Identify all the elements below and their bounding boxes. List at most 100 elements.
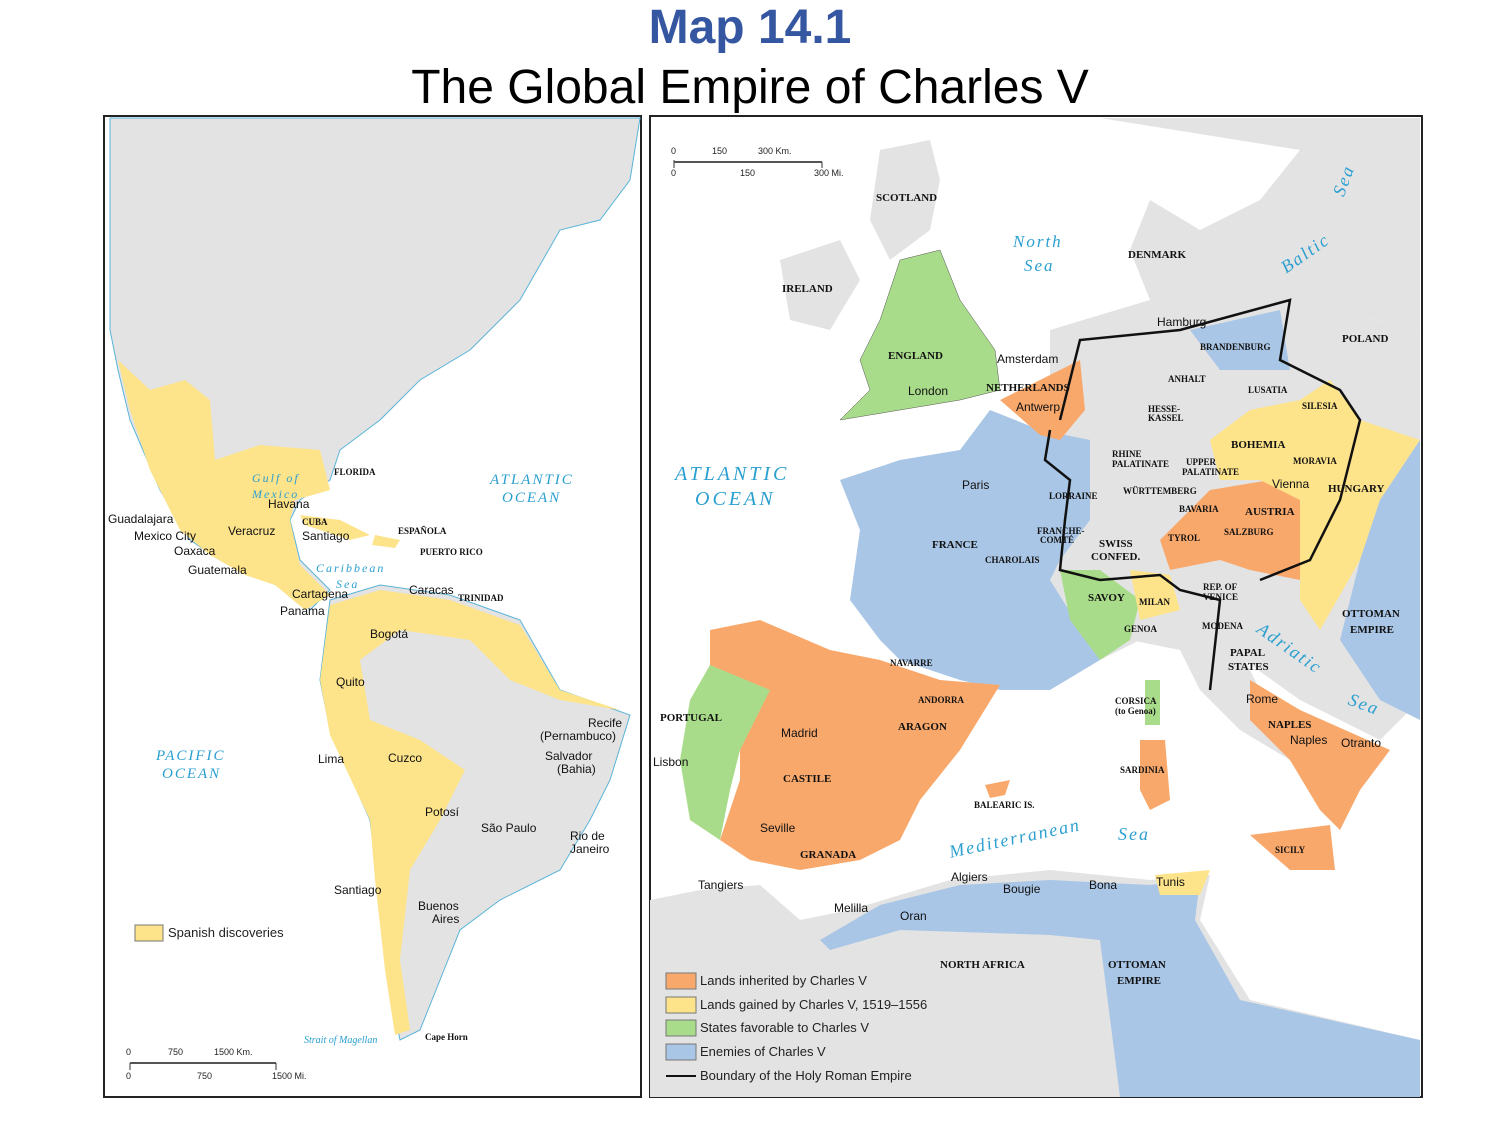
brandenburg bbox=[1190, 310, 1290, 370]
place-label: Recife bbox=[588, 716, 623, 730]
place-label: Cape Horn bbox=[425, 1032, 468, 1042]
place-label: Madrid bbox=[781, 726, 818, 740]
scale-label: 1500 Mi. bbox=[272, 1071, 307, 1081]
scale-label: 0 bbox=[126, 1047, 132, 1057]
scale-label: 150 bbox=[712, 146, 728, 156]
water-label: PACIFIC bbox=[156, 748, 226, 764]
place-label: Vienna bbox=[1272, 477, 1310, 491]
france bbox=[840, 410, 1100, 690]
sicily bbox=[1250, 825, 1335, 870]
place-label: São Paulo bbox=[481, 821, 537, 835]
map-number-title: Map 14.1 bbox=[648, 1, 852, 54]
scale-label: 0 bbox=[671, 168, 677, 178]
caribbean-islands bbox=[300, 515, 400, 548]
place-label: Oran bbox=[900, 909, 927, 923]
place-label: PALATINATE bbox=[1112, 459, 1170, 469]
savoy-genoa bbox=[1060, 570, 1140, 660]
place-label: Algiers bbox=[951, 870, 988, 884]
place-label: UPPER bbox=[1186, 457, 1216, 467]
iberia bbox=[710, 620, 1000, 870]
ottoman-africa bbox=[820, 880, 1420, 1097]
place-label: Janeiro bbox=[570, 842, 610, 856]
milan bbox=[1130, 570, 1180, 620]
place-label: AUSTRIA bbox=[1245, 506, 1295, 518]
place-label: EMPIRE bbox=[1117, 975, 1161, 987]
water-label: OCEAN bbox=[162, 766, 222, 782]
netherlands bbox=[1000, 360, 1085, 440]
hre-boundary bbox=[1043, 298, 1362, 691]
place-label: Bougie bbox=[1003, 882, 1041, 896]
water-label: Strait of Magellan bbox=[304, 1035, 378, 1046]
place-label: EMPIRE bbox=[1350, 624, 1394, 636]
place-label: NAPLES bbox=[1268, 719, 1312, 731]
water-label: Sea bbox=[1024, 256, 1055, 275]
place-label: Lima bbox=[318, 752, 345, 766]
legend-item-enemies: Enemies of Charles V bbox=[700, 1044, 826, 1059]
place-label: LUSATIA bbox=[1248, 385, 1288, 395]
place-label: Potosí bbox=[425, 805, 460, 819]
place-label: CONFED. bbox=[1091, 551, 1141, 563]
place-label: SWISS bbox=[1099, 538, 1133, 550]
place-label: OTTOMAN bbox=[1342, 608, 1400, 620]
map-title: The Global Empire of Charles V bbox=[411, 61, 1089, 114]
place-label: NETHERLANDS bbox=[986, 382, 1070, 394]
place-label: SICILY bbox=[1275, 845, 1306, 855]
place-label: London bbox=[908, 384, 949, 398]
place-label: Amsterdam bbox=[997, 352, 1059, 366]
place-label: (to Genoa) bbox=[1115, 706, 1156, 716]
scale-label: 150 bbox=[740, 168, 756, 178]
place-label: IRELAND bbox=[782, 283, 833, 295]
place-label: LORRAINE bbox=[1049, 491, 1098, 501]
place-label: Bona bbox=[1089, 878, 1118, 892]
place-label: Otranto bbox=[1341, 736, 1382, 750]
water-label: Mexico bbox=[252, 487, 300, 501]
portugal bbox=[680, 665, 770, 840]
place-label: VENICE bbox=[1203, 592, 1239, 602]
place-label: BOHEMIA bbox=[1231, 439, 1286, 451]
place-label: ARAGON bbox=[898, 721, 947, 733]
water-label: Gulf of bbox=[252, 471, 300, 485]
bohemia bbox=[1210, 380, 1420, 630]
place-label: Guadalajara bbox=[108, 512, 174, 526]
water-label: Caribbean bbox=[316, 561, 386, 575]
place-label: PUERTO RICO bbox=[420, 547, 483, 557]
place-label: Buenos bbox=[418, 899, 459, 913]
scandinavia bbox=[1100, 118, 1420, 330]
place-label: POLAND bbox=[1342, 333, 1389, 345]
england bbox=[839, 249, 1001, 421]
place-label: Oaxaca bbox=[174, 544, 216, 558]
place-label: GRANADA bbox=[800, 849, 857, 861]
place-label: Santiago bbox=[302, 529, 350, 543]
place-label: ANHALT bbox=[1168, 374, 1206, 384]
place-label: Guatemala bbox=[188, 563, 247, 577]
water-label: OCEAN bbox=[502, 490, 562, 506]
scotland bbox=[870, 140, 940, 260]
place-label: BAVARIA bbox=[1179, 504, 1219, 514]
place-label: ANDORRA bbox=[918, 695, 964, 705]
place-label: STATES bbox=[1228, 661, 1269, 673]
tunis bbox=[1155, 870, 1210, 895]
corsica bbox=[1145, 680, 1160, 725]
place-label: Salvador bbox=[545, 749, 593, 763]
place-label: Quito bbox=[336, 675, 365, 689]
sardinia bbox=[1140, 740, 1170, 810]
water-label: ATLANTIC bbox=[490, 472, 574, 488]
place-label: ENGLAND bbox=[888, 350, 944, 362]
place-label: MORAVIA bbox=[1293, 456, 1337, 466]
place-label: Cartagena bbox=[292, 587, 349, 601]
naples bbox=[1250, 680, 1390, 830]
legend-swatch-inherited bbox=[665, 972, 697, 990]
scale-label: 300 Mi. bbox=[814, 168, 844, 178]
place-label: SAVOY bbox=[1088, 592, 1125, 604]
place-label: Rio de bbox=[570, 829, 605, 843]
place-label: Panama bbox=[280, 604, 325, 618]
place-label: GENOA bbox=[1124, 624, 1158, 634]
place-label: Antwerp bbox=[1016, 400, 1061, 414]
place-label: Lisbon bbox=[653, 755, 689, 769]
place-label: Tunis bbox=[1156, 875, 1185, 889]
place-label: Havana bbox=[268, 497, 310, 511]
place-label: SILESIA bbox=[1302, 401, 1338, 411]
place-label: Rome bbox=[1246, 692, 1279, 706]
place-label: Veracruz bbox=[228, 524, 276, 538]
scale-label: 750 bbox=[197, 1071, 213, 1081]
